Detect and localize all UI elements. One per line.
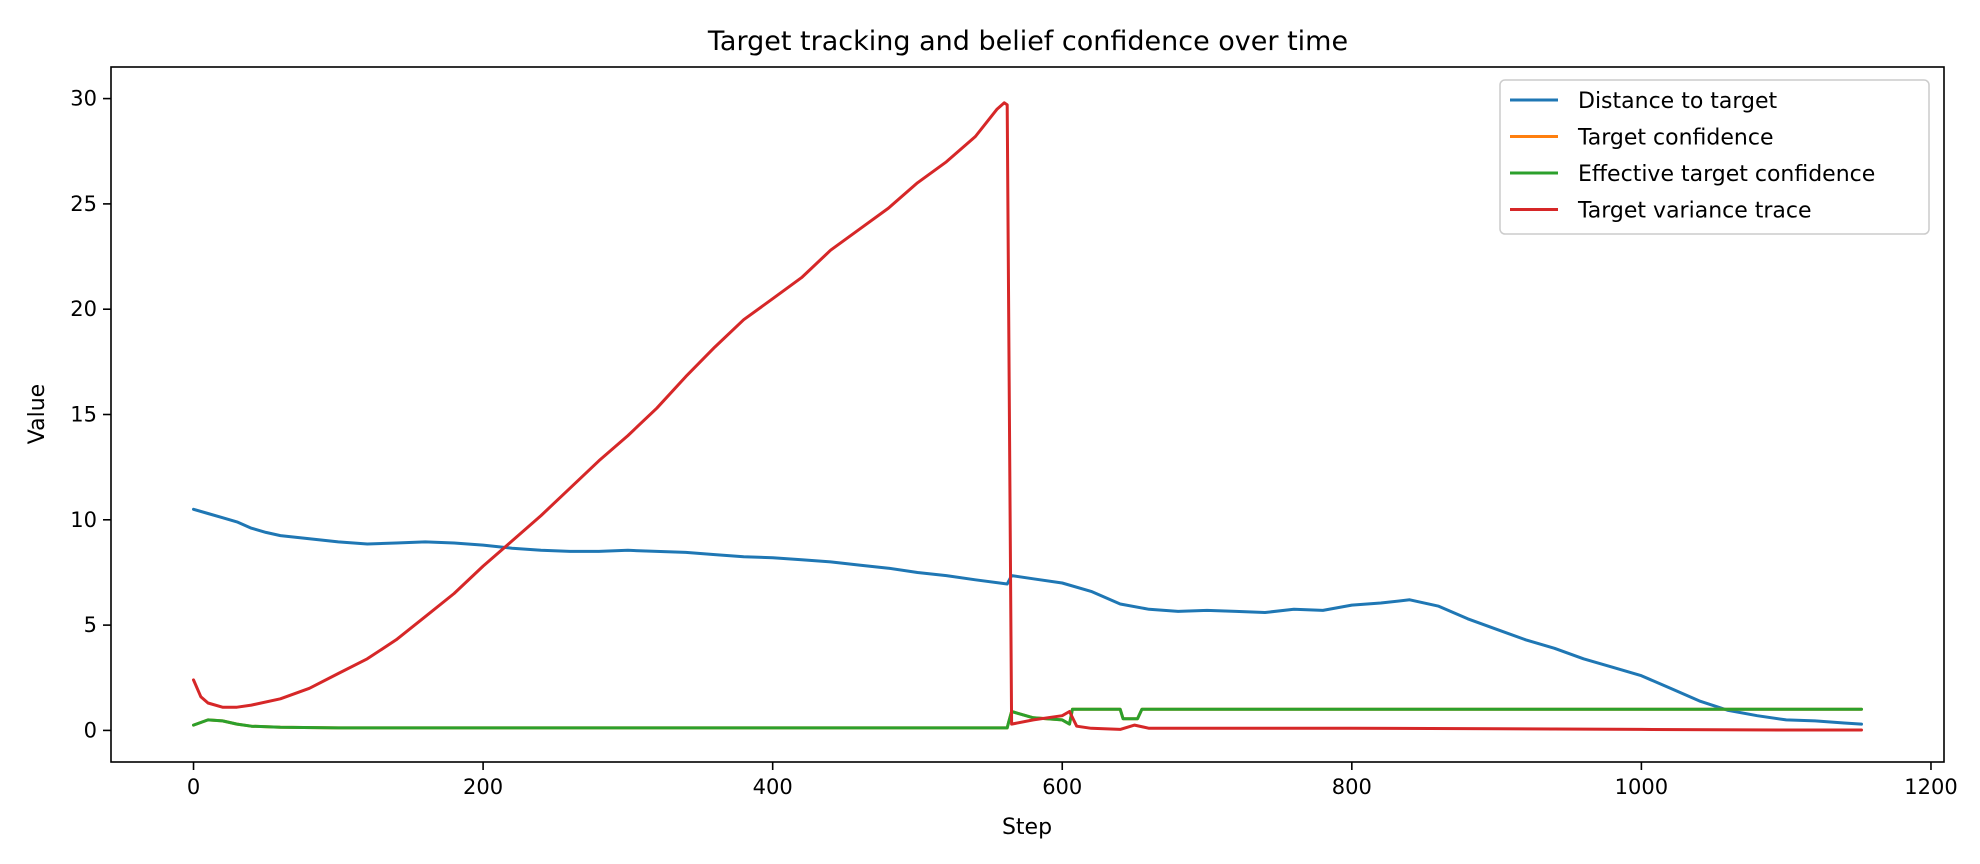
legend-label: Target variance trace: [1577, 199, 1812, 224]
plot-lines: [192, 101, 1863, 732]
legend-box: [1499, 79, 1930, 235]
y-tick-label: 20: [70, 297, 97, 321]
x-tick-label: 1000: [1615, 775, 1668, 799]
series-line-target-variance-trace: [192, 101, 1863, 732]
legend-label: Effective target confidence: [1578, 162, 1875, 187]
series-line-effective-target-confidence: [192, 707, 1863, 730]
y-tick-label: 30: [70, 87, 97, 111]
x-tick-label: 200: [463, 775, 503, 799]
y-tick-label: 5: [84, 613, 97, 637]
y-tick-label: 15: [70, 403, 97, 427]
x-tick-label: 400: [753, 775, 793, 799]
x-tick-label: 800: [1332, 775, 1372, 799]
x-axis-ticks: 0 200 400 600 800 1000 1200: [187, 762, 1958, 799]
series-line-distance-to-target: [192, 507, 1863, 726]
x-tick-label: 600: [1042, 775, 1082, 799]
chart-title: Target tracking and belief confidence ov…: [707, 26, 1348, 57]
y-axis-ticks: 0 5 10 15 20 25 30: [70, 87, 111, 742]
x-tick-label: 1200: [1904, 775, 1957, 799]
x-axis-label: Step: [1002, 815, 1052, 840]
y-tick-label: 10: [70, 508, 97, 532]
y-tick-label: 0: [84, 718, 97, 742]
legend-label: Target confidence: [1577, 126, 1774, 151]
legend: Distance to target Target confidence Effec…: [1499, 79, 1930, 235]
y-tick-label: 25: [70, 192, 97, 216]
legend-label: Distance to target: [1578, 89, 1778, 114]
y-axis-label: Value: [25, 384, 50, 444]
x-tick-label: 0: [187, 775, 200, 799]
